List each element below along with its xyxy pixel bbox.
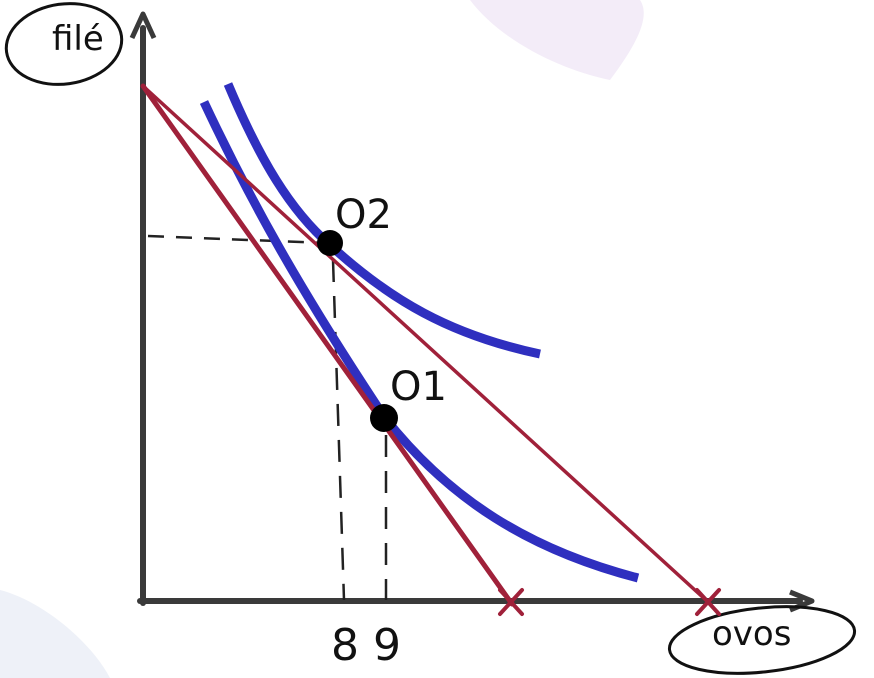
point-o1-label: O1 — [390, 364, 447, 410]
y-axis-label: filé — [52, 19, 104, 59]
x-tick-9: 9 — [373, 620, 401, 671]
x-tick-8: 8 — [331, 620, 359, 671]
x-axis-label: ovos — [712, 614, 791, 654]
y-axis-arrow — [129, 11, 157, 40]
intercept-mark-rotated — [695, 588, 721, 616]
point-o1 — [370, 404, 398, 432]
guide-vertical-o2 — [331, 259, 346, 601]
x-axis-label-circle — [667, 605, 857, 675]
guide-horizontal-o2 — [147, 234, 326, 245]
y-axis-label-circle — [4, 2, 124, 86]
budget-line-initial — [140, 83, 515, 607]
point-o2 — [317, 230, 343, 256]
point-o2-label: O2 — [335, 192, 392, 238]
background-shape-top — [470, 0, 644, 80]
background-shape-bottom-left — [0, 590, 110, 678]
budget-line-rotated — [141, 84, 710, 604]
intercept-mark-initial — [498, 588, 524, 616]
